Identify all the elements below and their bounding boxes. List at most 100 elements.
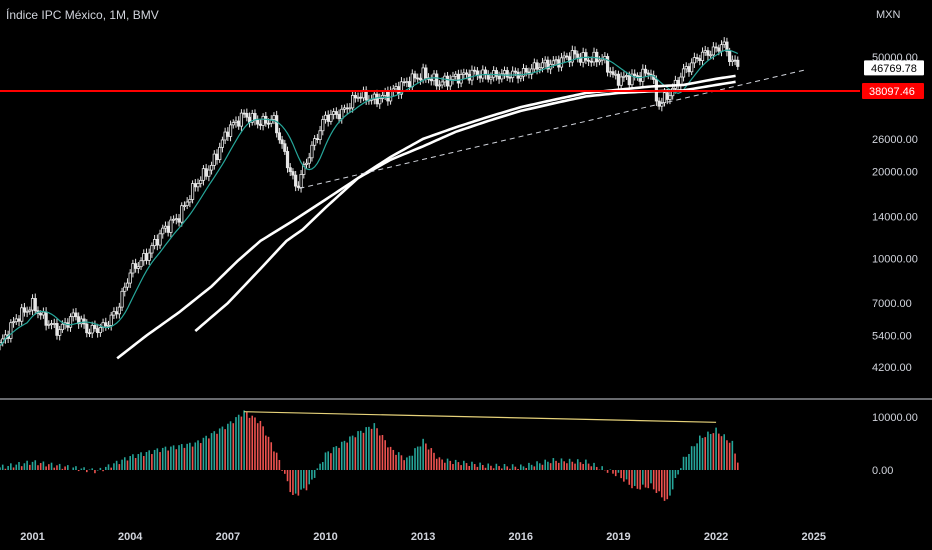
candle-body xyxy=(296,185,300,188)
candle-body xyxy=(475,70,479,76)
candle-body xyxy=(231,122,235,126)
candle-body xyxy=(275,115,279,134)
candle-body xyxy=(41,311,45,316)
candle-body xyxy=(508,76,512,79)
candle-body xyxy=(342,107,347,110)
candle-body xyxy=(90,324,94,334)
candle-body xyxy=(288,167,292,172)
time-tick-label: 2010 xyxy=(313,531,337,543)
chart-annotations xyxy=(0,69,860,423)
candle-body xyxy=(668,95,672,100)
candle-body xyxy=(394,86,398,90)
candle-body xyxy=(700,51,705,62)
candle-body xyxy=(502,70,507,75)
candle-body xyxy=(304,162,309,165)
candle-body xyxy=(698,58,702,62)
candle-body xyxy=(445,75,450,87)
candle-body xyxy=(611,71,615,75)
candle-body xyxy=(93,324,97,329)
candle-body xyxy=(161,227,165,235)
candle-body xyxy=(695,57,699,59)
candle-body xyxy=(147,252,151,261)
candle-body xyxy=(543,59,547,64)
candle-body xyxy=(616,73,621,86)
candle-body xyxy=(386,90,390,102)
candle-body xyxy=(150,245,154,254)
time-tick-label: 2022 xyxy=(704,531,728,543)
candle-body xyxy=(22,307,27,313)
candle-body xyxy=(464,72,469,75)
candle-body xyxy=(692,57,696,64)
candle-body xyxy=(30,298,35,311)
candle-body xyxy=(608,71,612,74)
candle-body xyxy=(584,52,588,61)
candle-body xyxy=(117,306,121,315)
candle-body xyxy=(71,312,75,318)
candle-body xyxy=(459,74,463,84)
time-tick-label: 2004 xyxy=(118,531,143,543)
candle-body xyxy=(220,139,225,148)
candle-body xyxy=(169,219,173,233)
candle-body xyxy=(120,290,124,308)
price-tick-label: 26000.00 xyxy=(872,134,918,146)
candle-body xyxy=(74,312,78,318)
candle-body xyxy=(294,174,298,187)
long-moving-average-upper xyxy=(194,74,736,332)
candle-body xyxy=(605,56,610,73)
candle-body xyxy=(633,73,637,77)
candle-body xyxy=(215,153,219,161)
candle-body xyxy=(714,46,718,49)
candle-body xyxy=(180,205,184,223)
candle-body xyxy=(280,139,284,145)
candle-body xyxy=(185,201,189,207)
candle-body xyxy=(437,84,442,87)
candle-body xyxy=(131,263,135,274)
candle-body xyxy=(500,73,504,80)
level-price-tag xyxy=(862,83,924,100)
candle-body xyxy=(25,310,29,313)
candle-body xyxy=(454,73,458,77)
candle-body xyxy=(144,253,149,261)
candle-body xyxy=(456,73,460,84)
candle-body xyxy=(128,272,132,284)
candle-body xyxy=(733,59,737,62)
candle-body xyxy=(595,51,599,63)
candle-body xyxy=(570,50,574,63)
candle-body xyxy=(540,62,545,69)
candle-body xyxy=(630,73,634,86)
candle-body xyxy=(163,225,168,229)
candle-body xyxy=(272,115,276,120)
candle-body xyxy=(106,325,111,327)
candle-body xyxy=(153,239,157,247)
candle-body xyxy=(356,96,360,99)
time-tick-label: 2025 xyxy=(801,531,825,543)
candle-body xyxy=(44,311,48,326)
candle-body xyxy=(332,111,336,115)
candle-body xyxy=(586,59,591,62)
price-tick-label: 10000.00 xyxy=(872,253,918,265)
candle-body xyxy=(722,41,726,46)
candle-body xyxy=(535,62,539,70)
candle-body xyxy=(416,77,420,80)
candle-body xyxy=(242,112,246,115)
candle-body xyxy=(627,75,631,86)
candle-body xyxy=(643,68,648,74)
time-tick-label: 2016 xyxy=(509,531,533,543)
candle-body xyxy=(402,81,406,84)
candle-body xyxy=(473,69,477,72)
candle-body xyxy=(497,75,501,80)
candle-body xyxy=(98,327,102,334)
candle-body xyxy=(589,60,593,63)
candle-body xyxy=(530,68,534,75)
candle-body xyxy=(125,282,130,288)
candle-body xyxy=(218,146,222,161)
candle-body xyxy=(353,94,357,99)
candle-body xyxy=(96,328,100,334)
candle-body xyxy=(326,114,330,122)
candle-body xyxy=(237,120,241,127)
candle-body xyxy=(174,218,178,221)
candle-body xyxy=(112,311,116,316)
candle-body xyxy=(209,164,214,171)
candle-body xyxy=(256,119,260,125)
